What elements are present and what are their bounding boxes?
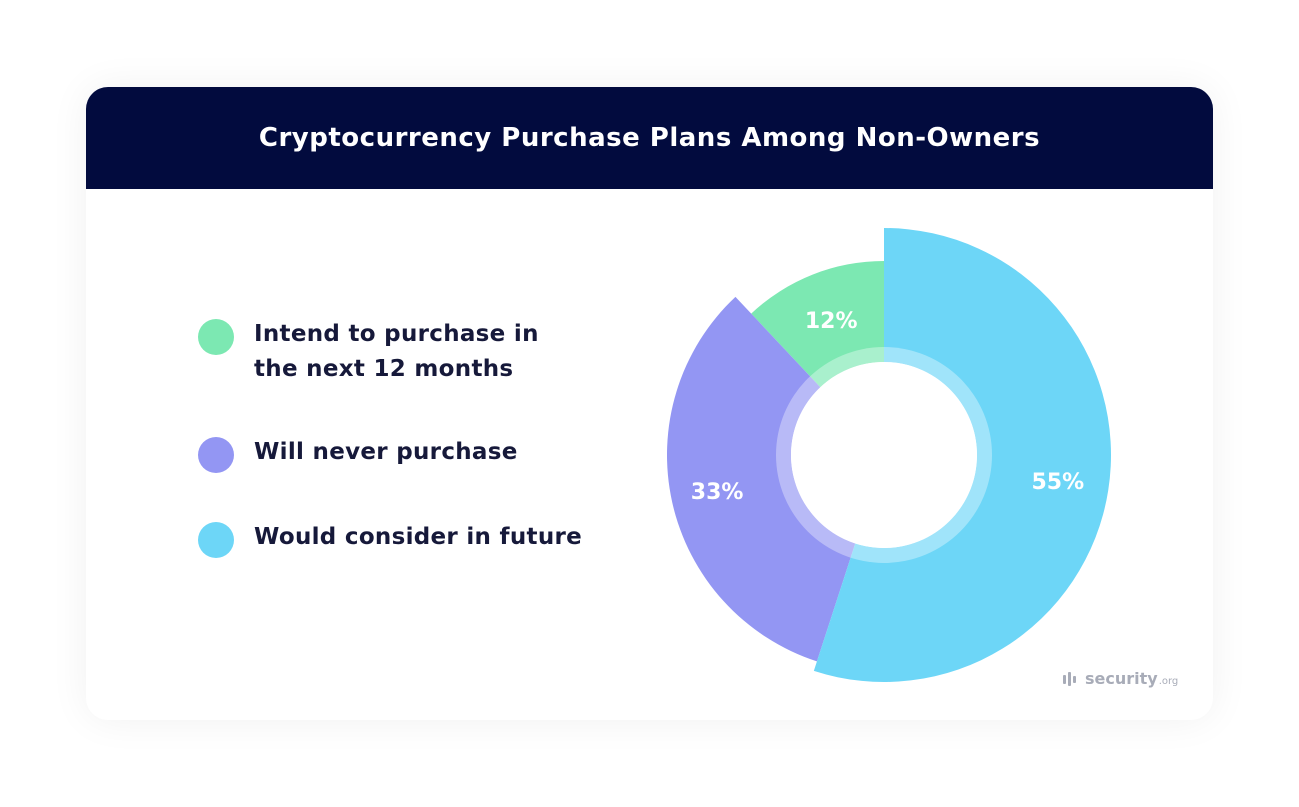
legend-label-would-consider: Would consider in future: [254, 524, 583, 550]
brand-name: security: [1085, 669, 1158, 688]
brand-logo: security .org: [1062, 669, 1178, 688]
legend-item-intend-to-purchase: Intend to purchase in the next 12 months: [198, 319, 618, 387]
donut-slice-labels: 12% 33% 55%: [691, 309, 1084, 505]
donut-slice-will-never-purchase: [667, 296, 856, 662]
slice-label-would-consider: 55%: [1031, 470, 1084, 495]
chart-card: Cryptocurrency Purchase Plans Among Non-…: [86, 87, 1213, 720]
legend-label-intend-to-purchase: Intend to purchase in the next 12 months: [254, 321, 539, 382]
chart-title: Cryptocurrency Purchase Plans Among Non-…: [258, 123, 1041, 153]
legend-swatch-would-consider: [198, 522, 234, 558]
chart-header: Cryptocurrency Purchase Plans Among Non-…: [86, 87, 1213, 189]
donut-center-hole: [791, 362, 977, 548]
donut-slice-intend-to-purchase: [751, 261, 884, 388]
legend-item-would-consider: Would consider in future: [198, 522, 618, 558]
brand-tld: .org: [1158, 675, 1179, 687]
donut-chart: 12% 33% 55%: [667, 228, 1112, 683]
legend-swatch-intend-to-purchase: [198, 319, 234, 355]
donut-slice-would-consider: [813, 228, 1112, 683]
donut-slices: [667, 228, 1112, 683]
legend-item-will-never-purchase: Will never purchase: [198, 437, 618, 473]
slice-label-intend-to-purchase: 12%: [805, 309, 858, 334]
brand-bars-icon: [1063, 671, 1076, 686]
legend-label-will-never-purchase: Will never purchase: [254, 439, 518, 465]
slice-label-will-never-purchase: 33%: [691, 480, 744, 505]
legend-swatch-will-never-purchase: [198, 437, 234, 473]
